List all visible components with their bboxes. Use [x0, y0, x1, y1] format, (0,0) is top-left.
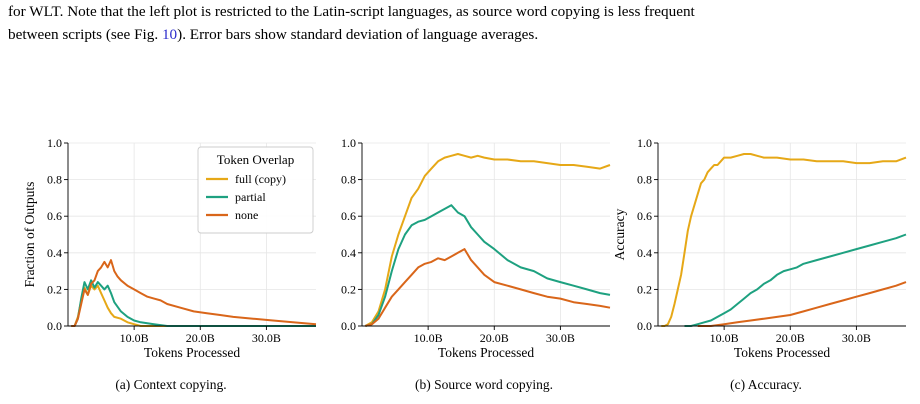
subfigure-caption: (c) Accuracy.	[730, 377, 802, 392]
x-axis-label: Tokens Processed	[144, 345, 240, 360]
caption-line-2: between scripts (see Fig. 10). Error bar…	[8, 23, 913, 46]
x-tick-label: 20.0B	[480, 331, 509, 345]
series-line-partial	[71, 279, 316, 327]
y-tick-label: 0.6	[637, 209, 652, 223]
x-tick-label: 20.0B	[186, 331, 215, 345]
y-tick-label: 0.4	[47, 246, 62, 260]
y-tick-label: 0.4	[637, 246, 652, 260]
figure-reference-link[interactable]: 10	[161, 26, 178, 43]
y-tick-label: 0.2	[341, 282, 356, 296]
caption-line-1: for WLT. Note that the left plot is rest…	[8, 3, 695, 20]
x-tick-label: 10.0B	[710, 331, 739, 345]
x-axis-label: Tokens Processed	[438, 345, 534, 360]
y-tick-label: 1.0	[637, 136, 652, 150]
legend-label-partial: partial	[235, 190, 266, 204]
series-line-partial	[684, 233, 907, 327]
y-tick-label: 0.8	[47, 173, 62, 187]
y-tick-label: 0.2	[637, 282, 652, 296]
series-line-none	[365, 248, 611, 327]
subfigure-caption: (b) Source word copying.	[415, 377, 553, 392]
legend-title: Token Overlap	[217, 152, 294, 167]
y-tick-label: 0.0	[47, 319, 62, 333]
x-tick-label: 30.0B	[842, 331, 871, 345]
chart-panel-3: 0.0 0.2 0.4 0.6 0.8 1.0 10.0B 20.0B 30.0B Tokens …	[612, 136, 907, 392]
y-tick-label: 0.8	[341, 173, 356, 187]
y-tick-label: 0.2	[47, 282, 62, 296]
subfigure-caption: (a) Context copying.	[115, 377, 226, 392]
x-tick-label: 30.0B	[252, 331, 281, 345]
legend: Token Overlap full (copy) partial none	[197, 146, 314, 234]
x-axis-label: Tokens Processed	[734, 345, 830, 360]
y-tick-label: 0.6	[47, 209, 62, 223]
x-tick-label: 10.0B	[120, 331, 149, 345]
x-tick-label: 30.0B	[546, 331, 575, 345]
legend-box	[197, 146, 314, 234]
series-line-none	[71, 259, 317, 327]
caption-line-2-prefix: between scripts (see Fig.	[8, 26, 162, 43]
caption-line-2-suffix: ). Error bars show standard deviation of…	[177, 26, 539, 43]
y-tick-label: 0.0	[341, 319, 356, 333]
y-tick-label: 0.4	[341, 246, 356, 260]
y-tick-label: 0.0	[637, 319, 652, 333]
y-tick-label: 0.6	[341, 209, 356, 223]
x-tick-label: 10.0B	[414, 331, 443, 345]
y-tick-label: 1.0	[341, 136, 356, 150]
y-tick-label: 1.0	[47, 136, 62, 150]
legend-label-none: none	[235, 208, 258, 222]
series-line-full	[661, 153, 907, 327]
chart-panel-1: 0.0 0.2 0.4 0.6 0.8 1.0 10.0B 20.0B 30.0B Tokens …	[22, 136, 317, 392]
y-tick-label: 0.8	[637, 173, 652, 187]
legend-label-full: full (copy)	[235, 172, 286, 186]
series-line-full	[71, 284, 316, 327]
series-line-partial	[365, 204, 611, 327]
chart-panel-2: 0.0 0.2 0.4 0.6 0.8 1.0 10.0B 20.0B 30.0B Tokens …	[341, 136, 611, 392]
figure-caption-continued: for WLT. Note that the left plot is rest…	[8, 0, 913, 46]
y-axis-label: Accuracy	[612, 208, 627, 260]
series-line-none	[697, 281, 907, 327]
x-tick-label: 20.0B	[776, 331, 805, 345]
y-axis-label: Fraction of Outputs	[22, 182, 37, 288]
series-line-full	[364, 153, 611, 327]
